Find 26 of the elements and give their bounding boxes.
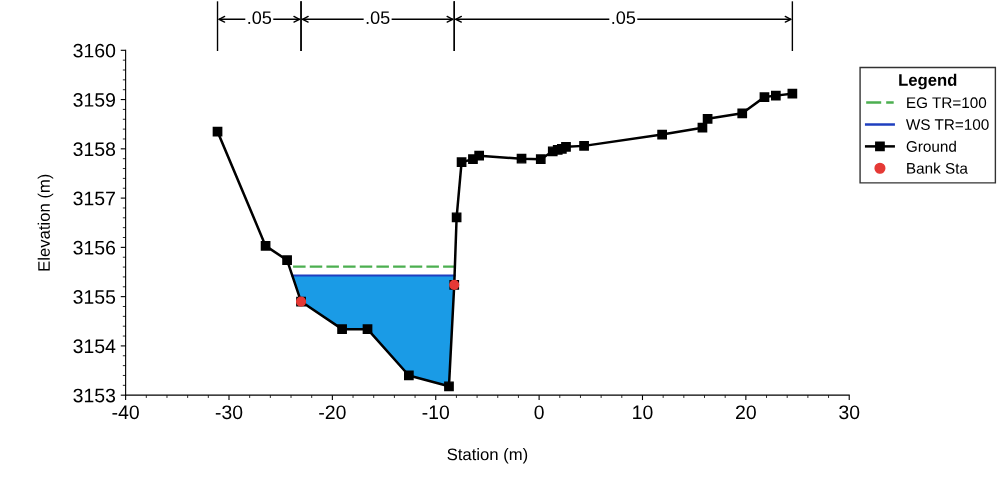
y-tick-label: 3153 xyxy=(73,388,116,403)
legend-title: Legend xyxy=(899,73,957,90)
legend-label: Ground xyxy=(906,140,956,152)
y-tick-label: 3154 xyxy=(73,339,116,354)
y-tick-label: 3159 xyxy=(73,93,115,107)
text: .05 xyxy=(248,11,272,25)
text: .05 xyxy=(366,11,390,25)
legend-label: WS TR=100 xyxy=(905,119,989,130)
y-tick-label: 3157 xyxy=(73,191,115,206)
y-tick-label: 3155 xyxy=(73,290,116,304)
legend-label: EG TR=100 xyxy=(907,97,987,109)
x-tick-label: 10 xyxy=(633,405,653,420)
x-tick-label: -10 xyxy=(422,405,450,420)
legend-label: Bank Sta xyxy=(907,162,968,174)
x-tick-label: -40 xyxy=(112,405,139,420)
y-tick-label: 3158 xyxy=(73,142,116,157)
x-tick-label: -30 xyxy=(215,405,243,420)
y-tick-label: 3156 xyxy=(73,240,116,255)
text: .05 xyxy=(612,11,636,25)
y-tick-label: 3160 xyxy=(73,43,116,58)
y-axis-title: Elevation (m) xyxy=(37,174,54,271)
x-tick-label: -20 xyxy=(319,405,346,420)
x-axis-title: Station (m) xyxy=(447,448,528,464)
x-tick-label: 0 xyxy=(534,405,544,420)
x-tick-label: 30 xyxy=(839,405,860,420)
x-tick-label: 20 xyxy=(736,405,756,420)
